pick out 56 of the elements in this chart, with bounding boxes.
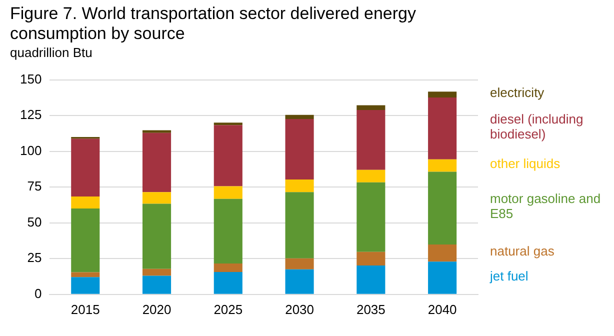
y-tick-label: 0 bbox=[34, 286, 42, 301]
y-tick-label: 50 bbox=[27, 214, 42, 230]
bar bbox=[142, 268, 172, 276]
x-tick-label: 2030 bbox=[285, 302, 314, 317]
bar bbox=[214, 186, 242, 199]
bar bbox=[71, 138, 100, 197]
bar bbox=[142, 276, 172, 294]
bar bbox=[142, 130, 172, 133]
chart-title: Figure 7. World transportation sector delivered energy consumption by source bbox=[10, 4, 417, 44]
bar bbox=[285, 269, 314, 294]
bar bbox=[214, 272, 242, 294]
bar bbox=[356, 170, 386, 182]
bar bbox=[356, 105, 386, 110]
bar bbox=[142, 192, 172, 204]
bar bbox=[285, 180, 314, 192]
y-tick-label: 125 bbox=[20, 107, 42, 122]
x-tick-label: 2040 bbox=[428, 302, 457, 317]
y-tick-label: 75 bbox=[27, 178, 42, 194]
bar bbox=[285, 258, 314, 270]
bar bbox=[71, 208, 100, 272]
bar bbox=[71, 272, 100, 278]
bar bbox=[285, 119, 314, 180]
bar bbox=[285, 114, 314, 119]
text: natural gas bbox=[490, 244, 555, 259]
text: diesel (including biodiesel) bbox=[490, 112, 584, 142]
bar bbox=[214, 125, 242, 186]
bar bbox=[428, 98, 457, 160]
bar bbox=[356, 252, 386, 266]
bar bbox=[71, 196, 100, 209]
bar bbox=[214, 198, 242, 264]
bar bbox=[428, 159, 457, 172]
x-tick-label: 2020 bbox=[142, 302, 172, 317]
bar bbox=[428, 244, 457, 262]
y-axis-title: quadrillion Btu bbox=[10, 45, 92, 60]
bar bbox=[142, 132, 172, 192]
text: other liquids bbox=[490, 156, 561, 172]
y-tick-label: 100 bbox=[20, 142, 42, 158]
x-tick-label: 2025 bbox=[214, 302, 243, 317]
bar bbox=[285, 192, 314, 258]
text: motor gasoline and E85 bbox=[490, 191, 601, 222]
bar bbox=[71, 277, 100, 294]
bar bbox=[356, 110, 386, 170]
bar bbox=[214, 264, 242, 272]
x-tick-label: 2015 bbox=[70, 302, 100, 317]
text: jet fuel bbox=[489, 268, 528, 284]
bar bbox=[142, 204, 172, 269]
bar bbox=[214, 122, 242, 126]
bar bbox=[428, 92, 457, 98]
bar bbox=[356, 266, 386, 294]
y-tick-label: 25 bbox=[27, 250, 42, 266]
y-tick-label: 150 bbox=[20, 71, 42, 86]
bar bbox=[428, 262, 457, 294]
text: electricity bbox=[490, 85, 545, 100]
bar bbox=[356, 182, 386, 252]
bar bbox=[428, 172, 457, 244]
x-tick-label: 2035 bbox=[356, 302, 386, 317]
